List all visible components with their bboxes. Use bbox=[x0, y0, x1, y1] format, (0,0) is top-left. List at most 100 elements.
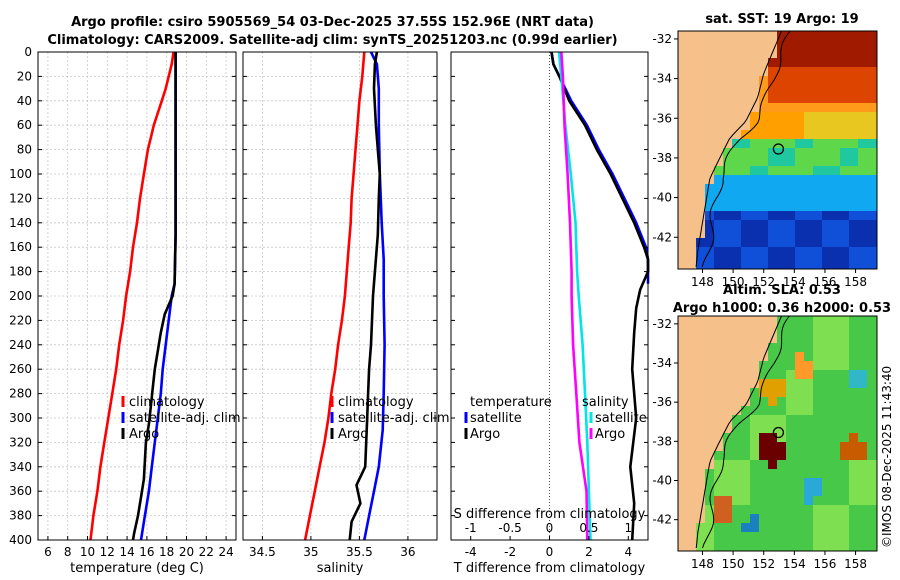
ocean-cell bbox=[768, 121, 777, 130]
ocean-cell bbox=[705, 256, 714, 265]
series-line-climatology bbox=[303, 51, 366, 541]
land-cell bbox=[687, 121, 696, 130]
land-cell bbox=[750, 343, 759, 352]
ocean-cell bbox=[840, 31, 849, 40]
land-cell bbox=[687, 460, 696, 469]
ocean-cell bbox=[723, 229, 732, 238]
ocean-cell bbox=[750, 121, 759, 130]
land-cell bbox=[759, 49, 768, 58]
ocean-cell bbox=[759, 541, 768, 550]
ocean-cell bbox=[768, 85, 777, 94]
ocean-cell bbox=[813, 229, 822, 238]
ocean-cell bbox=[849, 166, 858, 175]
ocean-cell bbox=[849, 175, 858, 184]
land-cell bbox=[723, 40, 732, 49]
ocean-cell bbox=[867, 40, 876, 49]
ocean-cell bbox=[741, 229, 750, 238]
ocean-cell bbox=[777, 370, 786, 379]
ocean-cell bbox=[858, 325, 867, 334]
lon-tick-label: 156 bbox=[814, 557, 837, 571]
land-cell bbox=[705, 76, 714, 85]
ocean-cell bbox=[867, 334, 876, 343]
ocean-cell bbox=[867, 139, 876, 148]
ocean-cell bbox=[786, 256, 795, 265]
ocean-cell bbox=[822, 496, 831, 505]
land-cell bbox=[687, 523, 696, 532]
land-cell bbox=[678, 415, 687, 424]
series-line-salinity-argo bbox=[560, 51, 589, 541]
ocean-cell bbox=[768, 247, 777, 256]
ocean-cell bbox=[858, 49, 867, 58]
ocean-cell bbox=[831, 256, 840, 265]
ocean-cell bbox=[705, 265, 714, 269]
ocean-cell bbox=[867, 67, 876, 76]
land-cell bbox=[714, 40, 723, 49]
ocean-cell bbox=[804, 505, 813, 514]
ocean-cell bbox=[831, 487, 840, 496]
land-cell bbox=[687, 238, 696, 247]
ocean-cell bbox=[831, 40, 840, 49]
ocean-cell bbox=[786, 388, 795, 397]
ocean-cell bbox=[813, 121, 822, 130]
land-cell bbox=[732, 40, 741, 49]
ocean-cell bbox=[858, 352, 867, 361]
ocean-cell bbox=[777, 469, 786, 478]
ocean-cell bbox=[723, 220, 732, 229]
land-cell bbox=[687, 130, 696, 139]
ocean-cell bbox=[822, 487, 831, 496]
ocean-cell bbox=[822, 94, 831, 103]
ocean-cell bbox=[714, 478, 723, 487]
ocean-cell bbox=[804, 361, 813, 370]
ocean-cell bbox=[732, 451, 741, 460]
ocean-cell bbox=[804, 523, 813, 532]
ocean-cell bbox=[768, 67, 777, 76]
x-tick-label: -2 bbox=[504, 545, 516, 559]
land-cell bbox=[714, 343, 723, 352]
ocean-cell bbox=[786, 58, 795, 67]
ocean-cell bbox=[759, 184, 768, 193]
land-cell bbox=[687, 229, 696, 238]
ocean-cell bbox=[786, 166, 795, 175]
ocean-cell bbox=[822, 220, 831, 229]
land-cell bbox=[750, 31, 759, 40]
ocean-cell bbox=[849, 94, 858, 103]
ocean-cell bbox=[759, 229, 768, 238]
ocean-cell bbox=[786, 148, 795, 157]
ocean-cell bbox=[768, 379, 777, 388]
land-cell bbox=[705, 103, 714, 112]
ocean-cell bbox=[822, 325, 831, 334]
ocean-cell bbox=[813, 388, 822, 397]
ocean-cell bbox=[804, 424, 813, 433]
ocean-cell bbox=[777, 451, 786, 460]
ocean-cell bbox=[822, 415, 831, 424]
land-cell bbox=[714, 397, 723, 406]
ocean-cell bbox=[795, 505, 804, 514]
sla-map bbox=[674, 315, 878, 555]
ocean-cell bbox=[867, 211, 876, 220]
land-cell bbox=[705, 379, 714, 388]
ocean-cell bbox=[840, 256, 849, 265]
ocean-cell bbox=[768, 94, 777, 103]
land-cell bbox=[705, 397, 714, 406]
ocean-cell bbox=[714, 166, 723, 175]
ocean-cell bbox=[795, 460, 804, 469]
land-cell bbox=[705, 451, 714, 460]
ocean-cell bbox=[759, 505, 768, 514]
ocean-cell bbox=[831, 265, 840, 269]
land-cell bbox=[678, 514, 687, 523]
ocean-cell bbox=[858, 130, 867, 139]
land-cell bbox=[687, 496, 696, 505]
land-cell bbox=[687, 424, 696, 433]
ocean-cell bbox=[759, 532, 768, 541]
lon-tick-label: 150 bbox=[722, 275, 745, 289]
ocean-cell bbox=[831, 220, 840, 229]
ocean-cell bbox=[858, 460, 867, 469]
ocean-cell bbox=[750, 238, 759, 247]
ocean-cell bbox=[804, 49, 813, 58]
ocean-cell bbox=[813, 49, 822, 58]
ocean-cell bbox=[831, 202, 840, 211]
y-tick-label: 0 bbox=[24, 45, 32, 59]
land-cell bbox=[678, 103, 687, 112]
ocean-cell bbox=[777, 256, 786, 265]
ocean-cell bbox=[741, 139, 750, 148]
